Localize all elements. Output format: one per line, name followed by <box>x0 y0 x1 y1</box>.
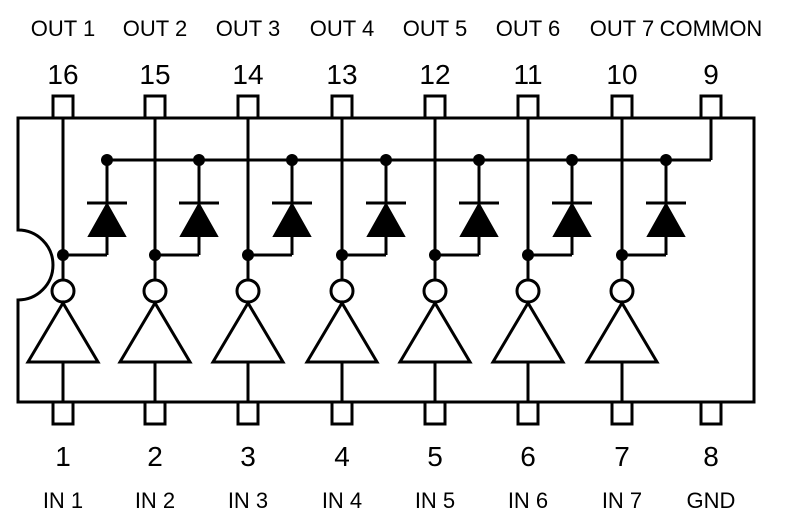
diode-icon <box>272 201 312 237</box>
bottom-pin-terminal <box>699 400 723 426</box>
diode-icon <box>459 201 499 237</box>
top-pin-label: OUT 1 <box>31 16 95 41</box>
bottom-pin-label: IN 1 <box>43 488 83 513</box>
bottom-pin-number: 1 <box>55 441 71 472</box>
inverter-triangle-icon <box>117 300 193 364</box>
driver-channel <box>490 118 592 402</box>
bottom-pin-terminal <box>516 400 540 426</box>
top-pin-number: 15 <box>139 59 170 90</box>
bottom-pin-terminal <box>51 400 75 426</box>
bus-junction-dot <box>101 154 113 166</box>
bottom-pin-terminals <box>51 400 723 426</box>
bottom-pin-number: 2 <box>147 441 163 472</box>
bus-junction-dot <box>380 154 392 166</box>
inverter-bubble <box>422 278 448 304</box>
bottom-pin-label: IN 3 <box>228 488 268 513</box>
top-pin-number: 10 <box>606 59 637 90</box>
driver-channel <box>397 118 499 402</box>
top-pin-terminal <box>423 94 447 120</box>
bottom-pin-number: 3 <box>240 441 256 472</box>
bottom-pin-terminal <box>236 400 260 426</box>
bottom-pin-terminal <box>610 400 634 426</box>
bottom-pin-label: IN 7 <box>602 488 642 513</box>
top-pin-terminal <box>516 94 540 120</box>
bottom-pin-number: 8 <box>703 441 719 472</box>
inverter-triangle-icon <box>397 300 473 364</box>
bottom-pin-label: IN 5 <box>415 488 455 513</box>
top-pin-label: OUT 3 <box>216 16 280 41</box>
top-pin-terminal <box>330 94 354 120</box>
bus-junction-dot <box>566 154 578 166</box>
top-pin-terminal <box>143 94 167 120</box>
inverter-bubble <box>142 278 168 304</box>
top-pin-labels: OUT 1 OUT 2 OUT 3 OUT 4 OUT 5 OUT 6 OUT 7 COMMO… <box>31 16 763 41</box>
bottom-pin-number: 5 <box>427 441 443 472</box>
top-pin-terminal <box>236 94 260 120</box>
bottom-pin-label: IN 4 <box>322 488 362 513</box>
inverter-bubble <box>515 278 541 304</box>
driver-channel <box>117 118 219 402</box>
top-pin-numbers: 16 15 14 13 12 11 10 9 <box>47 59 718 90</box>
bottom-pin-number: 6 <box>520 441 536 472</box>
top-pin-label: OUT 5 <box>403 16 467 41</box>
diode-icon <box>87 201 127 237</box>
top-pin-number: 9 <box>703 59 719 90</box>
bus-junction-dot <box>473 154 485 166</box>
inverter-bubble <box>329 278 355 304</box>
bottom-pin-label: GND <box>687 488 736 513</box>
bottom-pin-labels: IN 1 IN 2 IN 3 IN 4 IN 5 IN 6 IN 7 GND <box>43 488 736 513</box>
bottom-pin-label: IN 6 <box>508 488 548 513</box>
top-pin-terminal <box>699 94 723 120</box>
bottom-pin-terminal <box>143 400 167 426</box>
top-pin-terminal <box>610 94 634 120</box>
top-pin-terminal <box>51 94 75 120</box>
inverter-triangle-icon <box>210 300 286 364</box>
top-pin-number: 14 <box>232 59 263 90</box>
top-pin-label: COMMON <box>660 16 763 41</box>
top-pin-number: 13 <box>326 59 357 90</box>
top-pin-label: OUT 7 <box>590 16 654 41</box>
ic-package-outline <box>16 116 756 404</box>
top-pin-number: 11 <box>513 59 542 90</box>
internal-wiring <box>107 118 713 162</box>
inverter-triangle-icon <box>584 300 660 364</box>
inverter-bubble <box>235 278 261 304</box>
bottom-pin-number: 4 <box>334 441 350 472</box>
driver-channel <box>304 118 406 402</box>
inverter-triangle-icon <box>304 300 380 364</box>
top-pin-label: OUT 4 <box>310 16 374 41</box>
inverter-triangle-icon <box>25 300 101 364</box>
bottom-pin-numbers: 1 2 3 4 5 6 7 8 <box>55 441 719 472</box>
diode-icon <box>366 201 406 237</box>
bus-junction-dot <box>193 154 205 166</box>
bottom-pin-terminal <box>423 400 447 426</box>
bottom-pin-number: 7 <box>614 441 630 472</box>
driver-channel <box>584 118 686 402</box>
diode-icon <box>646 201 686 237</box>
top-pin-number: 16 <box>47 59 78 90</box>
inverter-bubble <box>50 278 76 304</box>
bottom-pin-label: IN 2 <box>135 488 175 513</box>
inverter-triangle-icon <box>490 300 566 364</box>
diode-icon <box>179 201 219 237</box>
diode-icon <box>552 201 592 237</box>
bus-junction-dot <box>286 154 298 166</box>
top-pin-label: OUT 2 <box>123 16 187 41</box>
top-pin-number: 12 <box>419 59 450 90</box>
driver-channels <box>25 118 686 402</box>
driver-channel <box>210 118 312 402</box>
inverter-bubble <box>609 278 635 304</box>
driver-channel <box>25 118 127 402</box>
top-pin-label: OUT 6 <box>496 16 560 41</box>
top-pin-terminals <box>51 94 723 120</box>
bottom-pin-terminal <box>330 400 354 426</box>
bus-junction-dot <box>660 154 672 166</box>
